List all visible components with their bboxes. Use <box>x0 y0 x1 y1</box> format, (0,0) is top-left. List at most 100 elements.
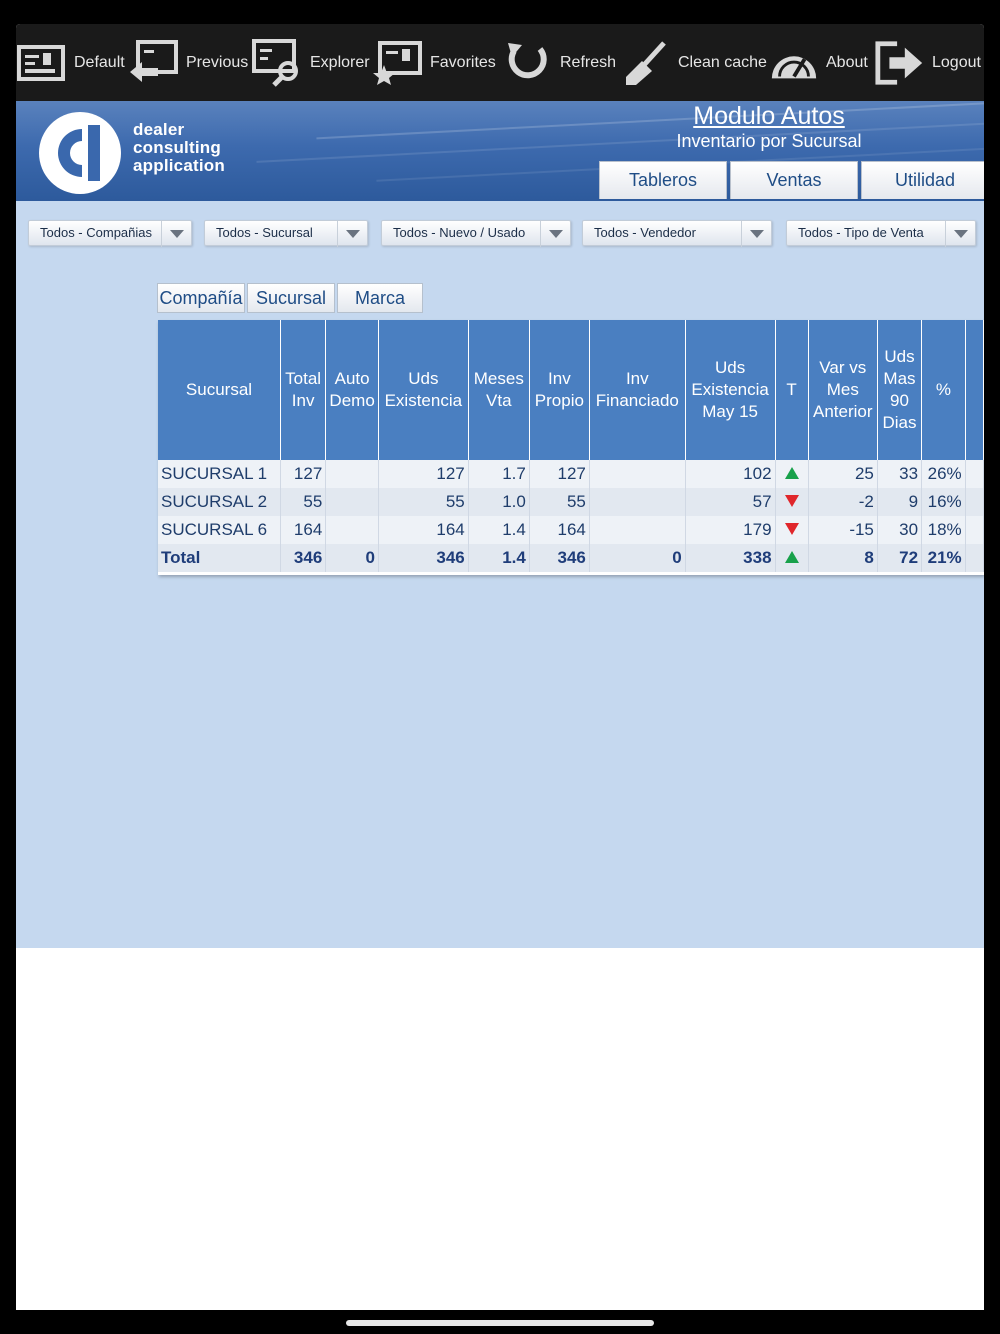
explorer-icon <box>252 38 304 88</box>
toolbar-default-button[interactable]: Default <box>16 38 125 88</box>
cell-uds-existencia: 164 <box>378 516 469 544</box>
col-header-meses-vta[interactable]: Meses Vta <box>468 320 530 460</box>
toolbar-clean-cache-label: Clean cache <box>678 54 767 71</box>
cell-meses-vta: 1.4 <box>468 544 530 572</box>
cell-total-inv: 127 <box>280 460 327 488</box>
cell-uds-existencia: 55 <box>378 488 469 516</box>
table-row[interactable]: SUCURSAL 2 55 55 1.0 55 57 -2 9 16% <box>158 488 984 516</box>
cell-var: 25 <box>808 460 878 488</box>
col-header-inv-propio[interactable]: Inv Propio <box>529 320 590 460</box>
cell-trend <box>775 460 809 488</box>
toolbar-explorer-button[interactable]: Explorer <box>252 38 370 88</box>
subtab-sucursal[interactable]: Sucursal <box>247 283 335 313</box>
app-header: dealer consulting application Modulo Aut… <box>16 101 984 201</box>
col-header-sucursal[interactable]: Sucursal <box>158 320 281 460</box>
trend-down-icon <box>784 495 799 507</box>
toolbar-default-label: Default <box>74 54 125 71</box>
logo-line-1: dealer <box>133 120 185 139</box>
toolbar-previous-button[interactable]: Previous <box>128 38 248 88</box>
cell-total-inv: 164 <box>280 516 327 544</box>
cell-var: -2 <box>808 488 878 516</box>
dca-logo-text: dealer consulting application <box>133 121 225 175</box>
col-header-auto-demo[interactable]: Auto Demo <box>325 320 379 460</box>
col-header-uds-90[interactable]: Uds Mas 90 Dias <box>877 320 923 460</box>
module-title-link[interactable]: Modulo Autos <box>693 102 845 130</box>
col-header-uds-may15[interactable]: Uds Existencia May 15 <box>685 320 776 460</box>
table-row[interactable]: SUCURSAL 6 164 164 1.4 164 179 -15 30 18… <box>158 516 984 544</box>
toolbar-logout-button[interactable]: Logout <box>874 38 981 88</box>
logout-icon <box>874 38 926 88</box>
table-total-row[interactable]: Total 346 0 346 1.4 346 0 338 8 72 21% <box>158 544 984 572</box>
inventory-grid: Sucursal Total Inv Auto Demo Uds Existen… <box>158 320 984 575</box>
toolbar-refresh-label: Refresh <box>560 54 617 71</box>
filter-nuevo-usado-dropdown[interactable]: Todos - Nuevo / Usado <box>381 220 571 247</box>
cell-uds-may15: 338 <box>685 544 776 572</box>
toolbar-logout-label: Logout <box>932 54 981 71</box>
chevron-down-icon <box>337 221 367 247</box>
home-indicator[interactable] <box>346 1320 654 1326</box>
filter-sucursal-dropdown[interactable]: Todos - Sucursal <box>204 220 368 247</box>
cell-pct: 16% <box>921 488 966 516</box>
col-header-overflow <box>965 320 984 460</box>
cell-auto-demo: 0 <box>325 544 379 572</box>
toolbar-clean-cache-button[interactable]: Clean cache <box>620 38 767 88</box>
cell-inv-propio: 127 <box>529 460 590 488</box>
tab-utilidad[interactable]: Utilidad <box>861 161 984 199</box>
toolbar-favorites-label: Favorites <box>430 54 496 71</box>
chevron-down-icon <box>540 221 570 247</box>
trend-up-icon <box>784 467 799 479</box>
col-header-uds-existencia[interactable]: Uds Existencia <box>378 320 469 460</box>
subtab-compania[interactable]: Compañía <box>157 283 245 313</box>
cell-auto-demo <box>325 488 379 516</box>
main-content: Todos - Compañias Todos - Sucursal Todos… <box>16 201 984 948</box>
filter-companias-label: Todos - Compañias <box>40 225 152 240</box>
cell-trend <box>775 516 809 544</box>
cell-auto-demo <box>325 460 379 488</box>
cell-uds-90: 33 <box>877 460 923 488</box>
toolbar-refresh-button[interactable]: Refresh <box>502 38 616 88</box>
filter-companias-dropdown[interactable]: Todos - Compañias <box>28 220 192 247</box>
trend-up-icon <box>784 551 799 563</box>
cell-trend <box>775 544 809 572</box>
tab-ventas[interactable]: Ventas <box>730 161 858 199</box>
filter-nuevo-usado-label: Todos - Nuevo / Usado <box>393 225 526 240</box>
cell-uds-may15: 179 <box>685 516 776 544</box>
cell-total-inv: 346 <box>280 544 327 572</box>
cell-sucursal: SUCURSAL 2 <box>158 488 281 516</box>
filter-tipo-venta-dropdown[interactable]: Todos - Tipo de Venta <box>786 220 976 247</box>
filter-vendedor-dropdown[interactable]: Todos - Vendedor <box>582 220 772 247</box>
top-toolbar: Default Previous Explorer Favorites <box>16 24 984 101</box>
col-header-trend[interactable]: T <box>775 320 809 460</box>
refresh-icon <box>502 38 554 88</box>
cell-meses-vta: 1.4 <box>468 516 530 544</box>
cell-uds-90: 9 <box>877 488 923 516</box>
subtab-marca[interactable]: Marca <box>337 283 423 313</box>
col-header-pct[interactable]: % <box>921 320 966 460</box>
cell-pct: 26% <box>921 460 966 488</box>
grid-body: SUCURSAL 1 127 127 1.7 127 102 25 33 26% <box>158 460 984 572</box>
cell-overflow <box>965 516 984 544</box>
col-header-total-inv[interactable]: Total Inv <box>280 320 327 460</box>
cell-uds-90: 72 <box>877 544 923 572</box>
cell-uds-90: 30 <box>877 516 923 544</box>
cell-sucursal: SUCURSAL 6 <box>158 516 281 544</box>
cell-overflow <box>965 460 984 488</box>
toolbar-favorites-button[interactable]: Favorites <box>372 38 496 88</box>
cell-inv-propio: 164 <box>529 516 590 544</box>
col-header-var[interactable]: Var vs Mes Anterior <box>808 320 878 460</box>
chevron-down-icon <box>741 221 771 247</box>
cell-sucursal: Total <box>158 544 281 572</box>
cell-overflow <box>965 544 984 572</box>
cell-pct: 18% <box>921 516 966 544</box>
logo-line-3: application <box>133 156 225 175</box>
cell-auto-demo <box>325 516 379 544</box>
chevron-down-icon <box>945 221 975 247</box>
cell-inv-financiado: 0 <box>589 544 686 572</box>
cell-uds-may15: 102 <box>685 460 776 488</box>
table-row[interactable]: SUCURSAL 1 127 127 1.7 127 102 25 33 26% <box>158 460 984 488</box>
tab-tableros[interactable]: Tableros <box>599 161 727 199</box>
cell-inv-financiado <box>589 460 686 488</box>
col-header-inv-financiado[interactable]: Inv Financiado <box>589 320 686 460</box>
default-icon <box>16 38 68 88</box>
toolbar-about-button[interactable]: About <box>768 38 868 88</box>
